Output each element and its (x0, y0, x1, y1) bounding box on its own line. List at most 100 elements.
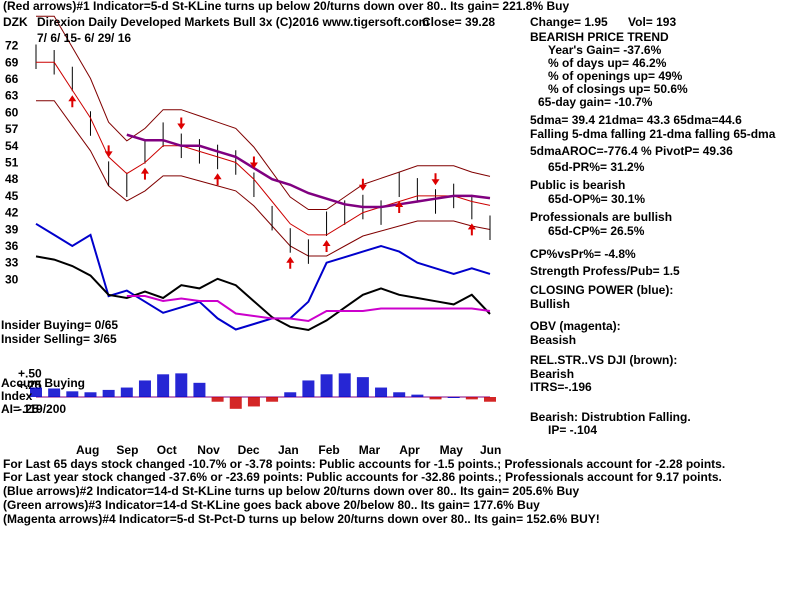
relative-strength-line (35, 255, 491, 332)
pr65: 65d-PR%= 31.2% (548, 160, 645, 174)
accum-bar-positive (175, 373, 188, 397)
y-tick-label: 36 (5, 239, 19, 253)
upper-band (36, 15, 491, 210)
accum-bar-negative (484, 397, 496, 402)
itrs-value: ITRS=-.196 (530, 380, 592, 394)
close-value: Close= 39.28 (422, 15, 496, 29)
accum-bar-positive (84, 392, 97, 397)
accum-bar-positive (375, 387, 388, 397)
sell-arrow (249, 156, 258, 169)
accum-bar-positive (338, 373, 351, 397)
accum-bar-positive (157, 374, 170, 397)
op65: 65d-OP%= 30.1% (548, 192, 646, 206)
accum-title-1: Accum Buying (1, 376, 86, 390)
buy-arrow (467, 223, 476, 236)
y-tick-label: 39 (5, 222, 19, 236)
x-tick-label: May (440, 443, 464, 457)
x-tick-label: Oct (157, 443, 177, 457)
footer-year: For Last year stock changed -37.6% or -2… (3, 470, 722, 484)
falling-dma: Falling 5-dma falling 21-dma falling 65-… (530, 127, 776, 141)
y-tick-label: 48 (5, 172, 19, 186)
buy-arrow (286, 256, 295, 269)
accum-bar-positive (30, 387, 42, 397)
x-tick-label: Apr (399, 443, 420, 457)
pct-openings-up: % of openings up= 49% (548, 69, 683, 83)
relstr-label: REL.STR..VS DJI (brown): (530, 353, 678, 367)
accum-bar-positive (120, 387, 133, 397)
obv-value: Beasish (530, 333, 577, 347)
footer-green-arrows: (Green arrows)#3 Indicator=14-d St-KLine… (3, 498, 540, 512)
lower-band (36, 100, 491, 257)
accum-bar-positive (320, 374, 333, 397)
y-tick-label: 72 (5, 39, 19, 53)
ai-value: AI= 119/200 (1, 402, 67, 416)
sell-arrow (358, 178, 367, 191)
accum-bar-positive (48, 388, 61, 397)
insider-selling: Insider Selling= 3/65 (1, 332, 117, 346)
accum-tick-label: +.50 (18, 366, 42, 380)
accum-bar-negative (211, 397, 224, 402)
footer-65day: For Last 65 days stock changed -10.7% or… (3, 457, 726, 471)
public-bearish: Public is bearish (530, 178, 626, 192)
y-tick-label: 51 (5, 156, 19, 170)
closing-power-label: CLOSING POWER (blue): (530, 283, 674, 297)
accum-bar-negative (229, 397, 242, 409)
change-value: Change= 1.95 (530, 15, 608, 29)
sell-arrow (177, 117, 186, 130)
accum-bar-negative (247, 397, 260, 407)
dma-values: 5dma= 39.4 21dma= 43.3 65dma=44.6 (530, 113, 742, 127)
x-tick-label: Sep (116, 443, 138, 457)
cp65: 65d-CP%= 26.5% (548, 224, 645, 238)
obv-line (126, 295, 491, 323)
buy-arrow (395, 201, 404, 214)
y-tick-label: 30 (5, 272, 19, 286)
ticker-symbol: DZK (3, 15, 28, 29)
buy-arrow (140, 167, 149, 180)
accum-bar-positive (447, 397, 460, 398)
relstr-value: Bearish (530, 367, 575, 381)
volume-value: Vol= 193 (628, 15, 677, 29)
accum-tick-label: -.25 (18, 402, 39, 416)
distribution-text: Bearish: Distrubtion Falling. (530, 410, 691, 424)
accum-bar-positive (393, 392, 406, 397)
buy-arrow (213, 173, 222, 186)
x-tick-label: Aug (76, 443, 99, 457)
y-tick-label: 63 (5, 89, 19, 103)
accum-bar-negative (465, 397, 478, 400)
y-tick-label: 54 (5, 139, 19, 153)
years-gain: Year's Gain= -37.6% (548, 43, 662, 57)
trend-title: BEARISH PRICE TREND (530, 30, 669, 44)
pct-days-up: % of days up= 46.2% (548, 56, 667, 70)
accum-bar-positive (411, 394, 424, 397)
accum-bar-positive (102, 389, 115, 397)
accum-bar-positive (193, 382, 206, 397)
footer-magenta-arrows: (Magenta arrows)#4 Indicator=5-d St-Pct-… (3, 512, 600, 526)
accum-bar-positive (66, 391, 79, 397)
y-tick-label: 60 (5, 105, 19, 119)
ma65-line (126, 133, 491, 209)
pct-closings-up: % of closings up= 50.6% (548, 82, 688, 96)
closing-power-value: Bullish (530, 297, 571, 311)
x-tick-label: Jun (480, 443, 501, 457)
ip-value: IP= -.104 (548, 423, 598, 437)
y-tick-label: 57 (5, 122, 19, 136)
cp-vs-pr: CP%vsPr%= -4.8% (530, 247, 636, 261)
professionals-bullish: Professionals are bullish (530, 210, 673, 224)
x-tick-label: Jan (278, 443, 299, 457)
chart-title: Direxion Daily Developed Markets Bull 3x… (37, 15, 430, 29)
obv-label: OBV (magenta): (530, 319, 621, 333)
accum-bar-positive (138, 380, 151, 397)
accum-bar-positive (284, 392, 297, 397)
y-tick-label: 42 (5, 206, 19, 220)
x-tick-label: Mar (359, 443, 381, 457)
y-tick-label: 69 (5, 55, 19, 69)
y-tick-label: 45 (5, 189, 19, 203)
y-tick-label: 66 (5, 72, 19, 86)
accum-bar-positive (302, 380, 315, 397)
footer-blue-arrows: (Blue arrows)#2 Indicator=14-d St-KLine … (3, 484, 580, 498)
day65-gain: 65-day gain= -10.7% (538, 95, 653, 109)
accum-bar-negative (266, 397, 279, 402)
sell-arrow (431, 173, 440, 186)
indicator1-text: (Red arrows)#1 Indicator=5-d St-KLine tu… (3, 0, 570, 13)
